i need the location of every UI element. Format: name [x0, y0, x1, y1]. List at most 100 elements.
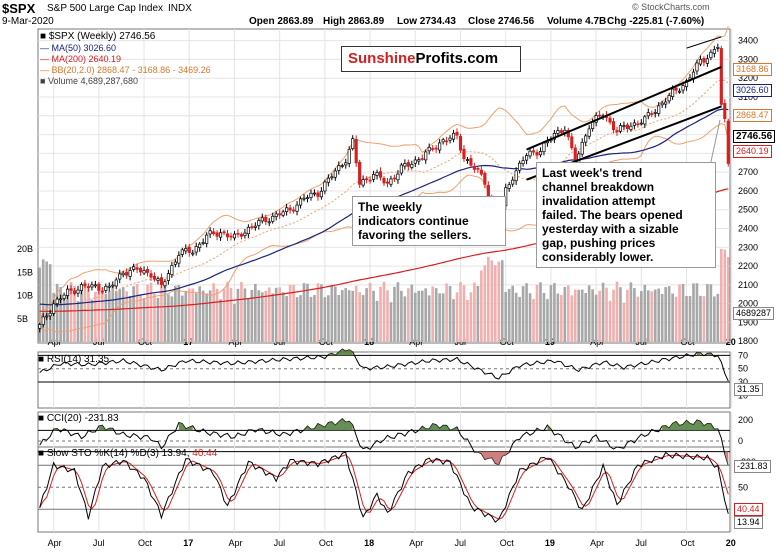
candle-body	[257, 220, 261, 226]
volume-bar	[413, 292, 417, 342]
volume-bar	[167, 294, 170, 342]
rsi-overbought-fill	[707, 353, 711, 356]
volume-bar	[55, 283, 59, 342]
candle-body	[378, 171, 383, 178]
candle-body	[166, 273, 170, 281]
candle-body	[448, 137, 452, 141]
volume-bar	[163, 282, 167, 342]
volume-bar	[518, 296, 521, 342]
y-tick-label: 2300	[738, 242, 758, 252]
candle-body	[410, 163, 414, 168]
volume-value: Volume 4.7B	[547, 16, 607, 27]
candle-body	[580, 142, 584, 155]
candle-body	[337, 165, 341, 171]
candle-body	[365, 178, 369, 181]
candle-body	[93, 284, 97, 287]
volume-bar	[622, 302, 626, 342]
sto-panel	[37, 446, 731, 533]
volume-bar	[271, 293, 275, 342]
candle-body	[139, 267, 143, 273]
candle-body	[156, 278, 160, 281]
candle-body	[646, 112, 650, 117]
cci-label: ■ CCI(20) -231.83	[38, 413, 119, 424]
candle-body	[451, 132, 456, 140]
candle-body	[225, 233, 230, 238]
candle-body	[389, 178, 393, 185]
close-price-label: 2746.56	[733, 130, 776, 143]
volume-bar	[448, 286, 452, 342]
candle-body	[132, 266, 136, 270]
volume-bar	[156, 297, 160, 342]
volume-bar	[146, 284, 149, 342]
volume-bar	[580, 289, 584, 342]
volume-bar	[358, 292, 361, 342]
candle-body	[246, 226, 250, 235]
volume-bar	[441, 293, 445, 342]
candle-body	[406, 162, 410, 167]
candle-body	[45, 315, 49, 318]
candle-body	[511, 179, 515, 185]
x-tick-label: Oct	[500, 538, 515, 548]
sto-k-value: 13.94	[734, 516, 763, 529]
volume-bar	[337, 295, 341, 342]
cci-positive-fill	[178, 422, 193, 431]
volume-bar	[713, 296, 716, 342]
volume-bar	[407, 288, 410, 342]
volume-bar	[149, 282, 153, 342]
candle-body	[100, 290, 104, 293]
channel-upper-line	[526, 66, 722, 151]
candle-body	[702, 58, 706, 63]
sto-d-value: 40.44	[734, 503, 763, 516]
volume-bar	[462, 285, 466, 342]
candle-body	[48, 312, 52, 317]
candle-body	[542, 142, 546, 153]
watermark: © StockCharts.com	[632, 2, 710, 12]
volume-tick-label: 20B	[17, 244, 33, 254]
volume-bar	[452, 299, 455, 342]
volume-bar	[316, 283, 320, 342]
candle-body	[198, 243, 202, 248]
volume-bar	[257, 290, 261, 342]
volume-bar	[535, 284, 539, 342]
candle-body	[650, 113, 654, 115]
candle-body	[618, 125, 623, 132]
candle-body	[194, 246, 198, 253]
y-tick-label: 3200	[738, 73, 758, 83]
volume-bar	[438, 293, 441, 342]
volume-bar	[101, 288, 104, 342]
candle-body	[208, 230, 212, 235]
volume-bar	[87, 286, 90, 342]
note-left-line: favoring the sellers.	[358, 228, 472, 242]
volume-bar	[351, 290, 355, 342]
volume-bar	[83, 282, 87, 342]
volume-bar	[553, 283, 556, 342]
candle-body	[726, 120, 730, 164]
volume-bar	[560, 294, 563, 342]
candle-body	[333, 170, 337, 178]
volume-bar	[125, 291, 128, 342]
candle-body	[79, 284, 84, 291]
candle-body	[698, 59, 703, 65]
rsi-overbought-fill	[697, 352, 701, 356]
candle-body	[323, 181, 327, 192]
volume-bar	[671, 293, 674, 342]
volume-bar	[222, 288, 226, 342]
volume-bar	[480, 270, 483, 342]
candle-body	[514, 170, 518, 182]
candle-body	[528, 150, 532, 157]
volume-bar	[281, 292, 285, 342]
candle-body	[629, 125, 633, 130]
volume-bar	[323, 297, 327, 342]
candle-body	[681, 85, 685, 91]
brand-logo: SunshineProfits.com	[341, 46, 521, 72]
y-tick-label: 3100	[738, 92, 758, 102]
cci-value-label: -231.83	[734, 460, 771, 473]
volume-bar	[685, 295, 688, 342]
volume-bar	[695, 283, 699, 342]
volume-bar	[76, 301, 80, 342]
bb-lower-label: 2868.47	[733, 109, 772, 122]
volume-bar	[723, 249, 727, 342]
candle-body	[660, 102, 664, 106]
candle-body	[187, 246, 191, 253]
